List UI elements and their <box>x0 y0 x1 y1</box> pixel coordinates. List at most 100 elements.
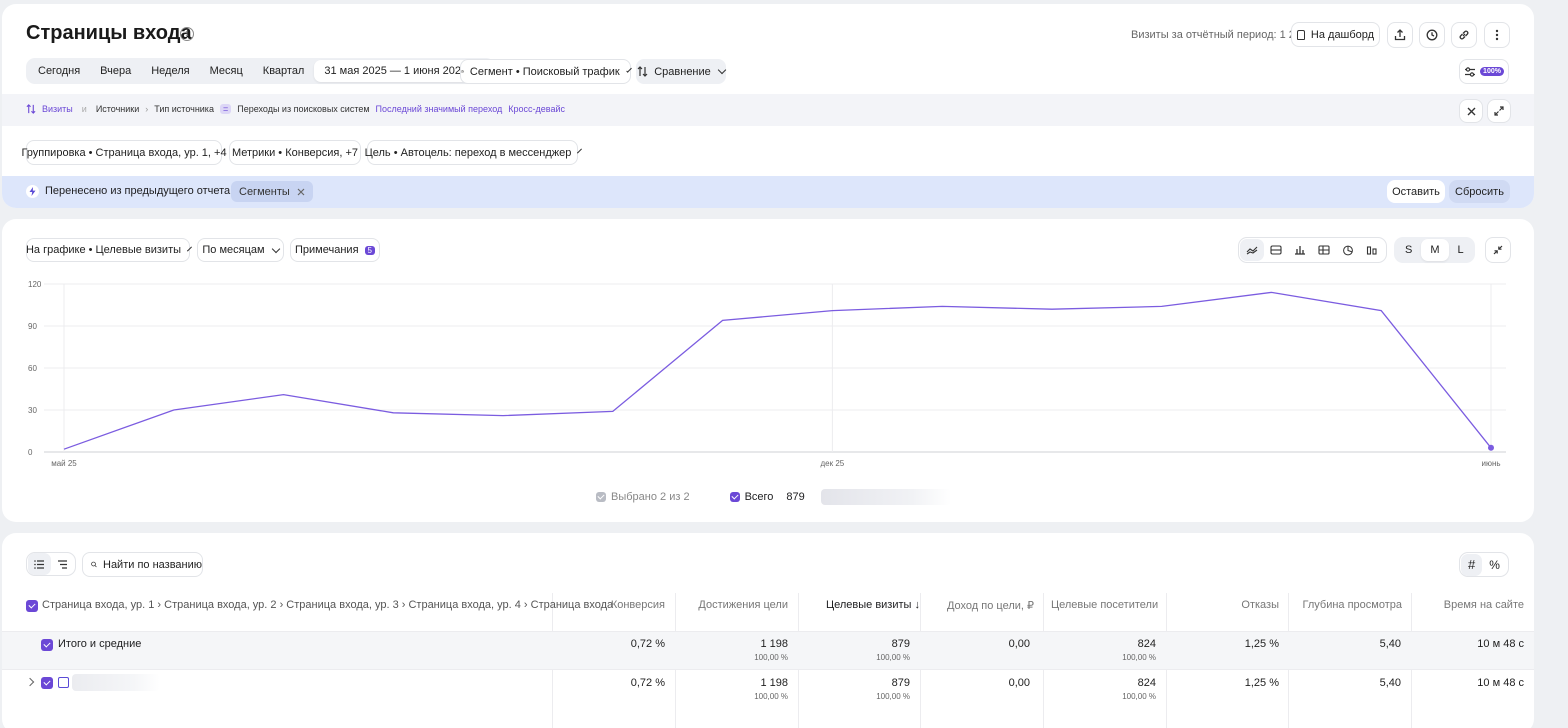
absolute-values-toggle[interactable]: # <box>1461 553 1483 576</box>
metrics-button[interactable]: Метрики • Конверсия, +7 <box>229 140 361 165</box>
legend: Выбрано 2 из 2 Всего 879 <box>596 489 951 505</box>
size-s[interactable]: S <box>1405 244 1413 256</box>
period-yesterday[interactable]: Вчера <box>100 65 132 77</box>
segment-button[interactable]: Сегмент • Поисковый трафик <box>460 59 632 84</box>
goal-button[interactable]: Цель • Автоцель: переход в мессенджер <box>364 140 583 165</box>
table-chart-icon[interactable] <box>1312 239 1336 261</box>
compare-icon <box>637 66 648 77</box>
dimension-header[interactable]: Страница входа, ур. 1 › Страница входа, … <box>42 599 614 611</box>
more-button[interactable] <box>1484 22 1510 48</box>
close-icon[interactable] <box>297 188 305 196</box>
compare-button-label: Сравнение <box>654 65 711 78</box>
row-label-blurred <box>72 674 160 691</box>
goal-label: Цель • Автоцель: переход в мессенджер <box>364 146 572 159</box>
info-icon[interactable]: i <box>180 27 194 41</box>
filter-crossdevice[interactable]: Кросс-девайс <box>508 104 566 114</box>
totals-checkbox[interactable] <box>41 639 53 651</box>
select-all-checkbox[interactable] <box>26 600 38 612</box>
reset-button[interactable]: Сбросить <box>1449 180 1510 203</box>
area-chart-icon[interactable] <box>1264 239 1288 261</box>
filter-operator: = <box>219 104 232 114</box>
y-tick-label: 0 <box>28 448 33 457</box>
y-tick-label: 60 <box>28 364 37 373</box>
legend-total-value: 879 <box>786 491 805 503</box>
expand-icon <box>1494 106 1504 116</box>
clear-filter-button[interactable] <box>1459 99 1483 123</box>
column-header-goal-revenue[interactable]: Доход по цели, ₽ <box>946 600 1034 612</box>
series-line-total <box>63 291 1492 450</box>
line-chart-icon[interactable] <box>1240 239 1264 261</box>
filter-metric[interactable]: Визиты <box>42 104 73 114</box>
legend-total-checkbox[interactable] <box>729 492 740 502</box>
totals-cell-value: 0,00 <box>1008 638 1030 650</box>
row-checkbox[interactable] <box>41 677 53 689</box>
column-header-target-visitors[interactable]: Целевые посетители <box>1051 599 1159 611</box>
bar-chart-icon[interactable] <box>1288 239 1312 261</box>
column-header-bounces[interactable]: Отказы <box>1241 599 1279 611</box>
segment-button-label: Сегмент • Поисковый трафик <box>469 65 620 78</box>
row-cell-value: 5,40 <box>1379 677 1401 689</box>
size-m[interactable]: M <box>1421 239 1449 261</box>
column-header-depth[interactable]: Глубина просмотра <box>1302 599 1402 611</box>
totals-cell-percent: 100,00 % <box>754 653 788 662</box>
notes-button[interactable]: Примечания 5 <box>290 238 380 262</box>
chart-type-selector <box>1238 237 1387 263</box>
chart-period-label: По месяцам <box>202 244 265 256</box>
column-header-goal-reaches[interactable]: Достижения цели <box>698 599 788 611</box>
date-range-picker[interactable]: 31 мая 2025 — 1 июня 2026 <box>314 60 494 82</box>
chart-period-button[interactable]: По месяцам <box>197 238 284 262</box>
search-box[interactable]: Найти по названию <box>82 552 203 577</box>
share-link-button[interactable] <box>1451 22 1477 48</box>
filter-source-value[interactable]: Переходы из поисковых систем <box>237 104 370 114</box>
period-quarter[interactable]: Квартал <box>262 65 305 77</box>
line-chart: 120 90 60 30 0 май 25 дек 25 июнь <box>28 280 1506 468</box>
column-header-conversion[interactable]: Конверсия <box>610 599 665 611</box>
column-header-time[interactable]: Время на сайте <box>1443 599 1524 611</box>
notice-text: Перенесено из предыдущего отчета <box>45 185 231 197</box>
percent-values-toggle[interactable]: % <box>1489 557 1500 572</box>
pie-chart-icon[interactable] <box>1336 239 1360 261</box>
dashboard-button-label: На дашборд <box>1310 28 1375 41</box>
keep-label: Оставить <box>1392 185 1440 198</box>
row-cell-value: 879 <box>891 677 910 689</box>
period-month[interactable]: Месяц <box>209 65 243 77</box>
search-icon <box>91 561 97 568</box>
date-range-label: 31 мая 2025 — 1 июня 2026 <box>324 65 468 77</box>
export-button[interactable] <box>1387 22 1413 48</box>
notes-count-badge: 5 <box>364 245 375 255</box>
bolt-icon <box>26 185 39 198</box>
period-today[interactable]: Сегодня <box>38 65 81 77</box>
chevron-down-icon <box>717 65 727 75</box>
expand-filter-button[interactable] <box>1487 99 1511 123</box>
chart-card <box>2 219 1534 522</box>
row-cell-value: 1,25 % <box>1244 677 1279 689</box>
legend-selected: Выбрано 2 из 2 <box>611 491 690 503</box>
sampling-button[interactable]: 100% <box>1459 59 1509 84</box>
dashboard-button[interactable]: На дашборд <box>1291 22 1380 47</box>
chart-metric-button[interactable]: На графике • Целевые визиты <box>26 238 193 262</box>
filter-source[interactable]: Источники <box>95 104 140 114</box>
compare-button[interactable]: Сравнение <box>636 59 727 84</box>
totals-label: Итого и средние <box>58 638 142 650</box>
totals-cell-value: 1,25 % <box>1244 638 1279 650</box>
pin-icon <box>1296 29 1305 40</box>
legend-select-all-checkbox[interactable] <box>596 492 606 502</box>
filter-source-type[interactable]: Тип источника <box>154 104 214 114</box>
row-cell-value: 0,00 <box>1008 677 1030 689</box>
flat-view-icon[interactable] <box>51 553 74 575</box>
legend-total-label: Всего <box>744 491 774 503</box>
period-week[interactable]: Неделя <box>151 65 190 77</box>
keep-button[interactable]: Оставить <box>1387 180 1445 203</box>
segments-chip[interactable]: Сегменты <box>231 181 313 202</box>
collapse-chart-button[interactable] <box>1485 237 1511 263</box>
column-chart-icon[interactable] <box>1360 239 1384 261</box>
row-cell-value: 1 198 <box>760 677 788 689</box>
tree-view-icon[interactable] <box>28 553 51 575</box>
history-button[interactable] <box>1419 22 1445 48</box>
column-header-target-visits[interactable]: Целевые визиты ↓ <box>825 599 920 611</box>
clock-icon <box>1426 29 1438 41</box>
size-l[interactable]: L <box>1457 244 1464 256</box>
filter-attribution[interactable]: Последний значимый переход <box>375 104 503 114</box>
filter-bar <box>2 94 1534 126</box>
grouping-button[interactable]: Группировка • Страница входа, ур. 1, +4 <box>21 140 227 165</box>
